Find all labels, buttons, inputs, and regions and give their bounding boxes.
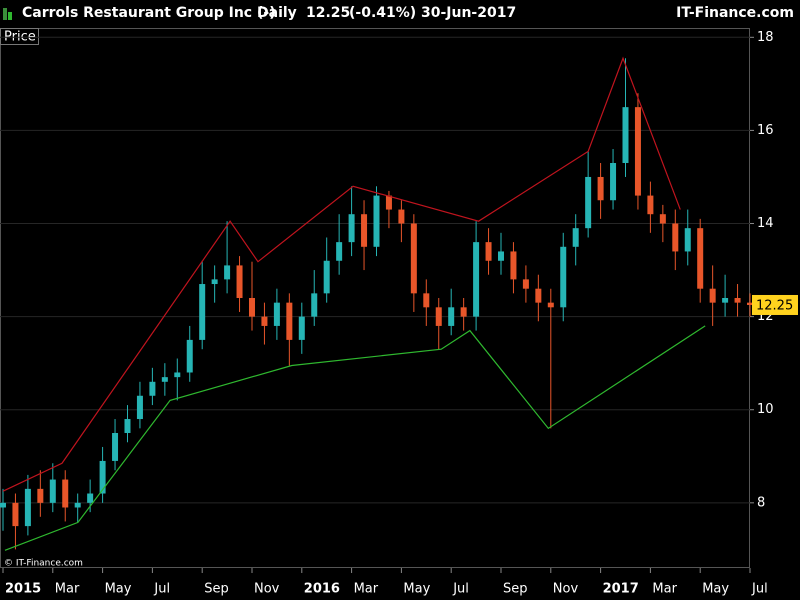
trendline (4, 325, 706, 551)
candle-body (273, 302, 280, 326)
change: (-0.41%) (349, 5, 416, 21)
candle-body (112, 433, 119, 461)
candle-body (684, 228, 691, 252)
candle-body (286, 302, 293, 340)
candle-body (74, 502, 81, 508)
candle-body (647, 195, 654, 215)
axis-label-box (0, 28, 39, 45)
x-tick-label: Sep (204, 582, 229, 597)
candle-body (311, 293, 318, 317)
y-tick-label: 8 (757, 495, 765, 510)
candle-body (199, 284, 206, 340)
candle-body (659, 214, 666, 224)
candle-body (585, 176, 592, 229)
candle-body (410, 223, 417, 294)
watermark: © IT-Finance.com (4, 559, 83, 569)
candle-body (0, 502, 6, 508)
x-tick-label: May (105, 582, 132, 597)
candle-body (423, 293, 430, 308)
candle-body (709, 288, 716, 303)
candle-body (161, 377, 168, 382)
candle-body (722, 298, 729, 303)
candle-body (747, 302, 753, 305)
last-price: 12.25 (306, 5, 350, 21)
y-tick-label: 14 (757, 216, 774, 231)
x-tick-label: Jul (452, 582, 469, 597)
candle-body (398, 209, 405, 224)
x-tick-label: 2017 (603, 582, 639, 597)
y-tick-label: 18 (757, 30, 774, 45)
candle-body (522, 279, 529, 289)
candle-body (473, 242, 480, 317)
candle-body (24, 488, 31, 527)
x-tick-label: Nov (553, 582, 579, 597)
candle-body (261, 316, 268, 326)
candle-body (572, 228, 579, 247)
candle-body (485, 242, 492, 261)
candle-body (610, 163, 617, 201)
candle-body (149, 381, 156, 396)
candle-body (336, 242, 343, 261)
x-tick-label: Jul (751, 582, 768, 597)
candle-body (361, 214, 368, 247)
candle-body (348, 214, 355, 243)
trendline (2, 56, 681, 492)
last-price-label: 12.25 (756, 298, 793, 313)
candle-body (510, 251, 517, 280)
candle-body (560, 246, 567, 308)
candle-body (622, 107, 629, 163)
date: 30-Jun-2017 (421, 5, 516, 21)
candle-body (224, 265, 231, 280)
candle-body (87, 493, 94, 503)
site: IT-Finance.com (676, 5, 794, 21)
candle-body (373, 195, 380, 247)
candle-body (597, 176, 604, 201)
x-tick-label: Sep (503, 582, 528, 597)
candle-body (124, 419, 131, 433)
x-tick-label: 2015 (5, 582, 41, 597)
x-tick-label: Nov (254, 582, 280, 597)
candle-body (697, 228, 704, 289)
candle-body (62, 479, 69, 508)
candle-body (497, 251, 504, 261)
candle-body (323, 260, 330, 294)
x-tick-label: Mar (354, 582, 379, 597)
candle-body (37, 488, 44, 503)
candle-body (535, 288, 542, 303)
x-tick-label: May (702, 582, 729, 597)
y-tick-label: 10 (757, 402, 774, 417)
candle-body (49, 479, 56, 503)
candle-body (248, 298, 255, 317)
candle-body (547, 302, 554, 308)
x-tick-label: 2016 (304, 582, 340, 597)
title: Carrols Restaurant Group Inc (-) (22, 5, 276, 21)
x-tick-label: May (403, 582, 430, 597)
candle-body (136, 395, 143, 420)
candle-body (211, 279, 218, 285)
candle-body (174, 372, 181, 378)
x-tick-label: Mar (55, 582, 80, 597)
x-tick-label: Mar (652, 582, 677, 597)
candle-body (236, 265, 243, 298)
last-price-box (752, 294, 798, 315)
icon (8, 12, 12, 20)
candle-body (634, 107, 641, 196)
interval: Daily (257, 5, 297, 21)
icon (3, 8, 7, 20)
y-tick-label: 16 (757, 123, 774, 138)
candle-body (672, 223, 679, 252)
candle-body (186, 339, 193, 373)
candle-body (385, 195, 392, 210)
candle-body (435, 307, 442, 326)
candle-body (12, 502, 19, 527)
candle-body (448, 307, 455, 326)
candle-body (99, 460, 106, 494)
candle-body (734, 298, 741, 303)
candle-body (298, 316, 305, 340)
x-tick-label: Jul (153, 582, 170, 597)
candle-body (460, 307, 467, 317)
